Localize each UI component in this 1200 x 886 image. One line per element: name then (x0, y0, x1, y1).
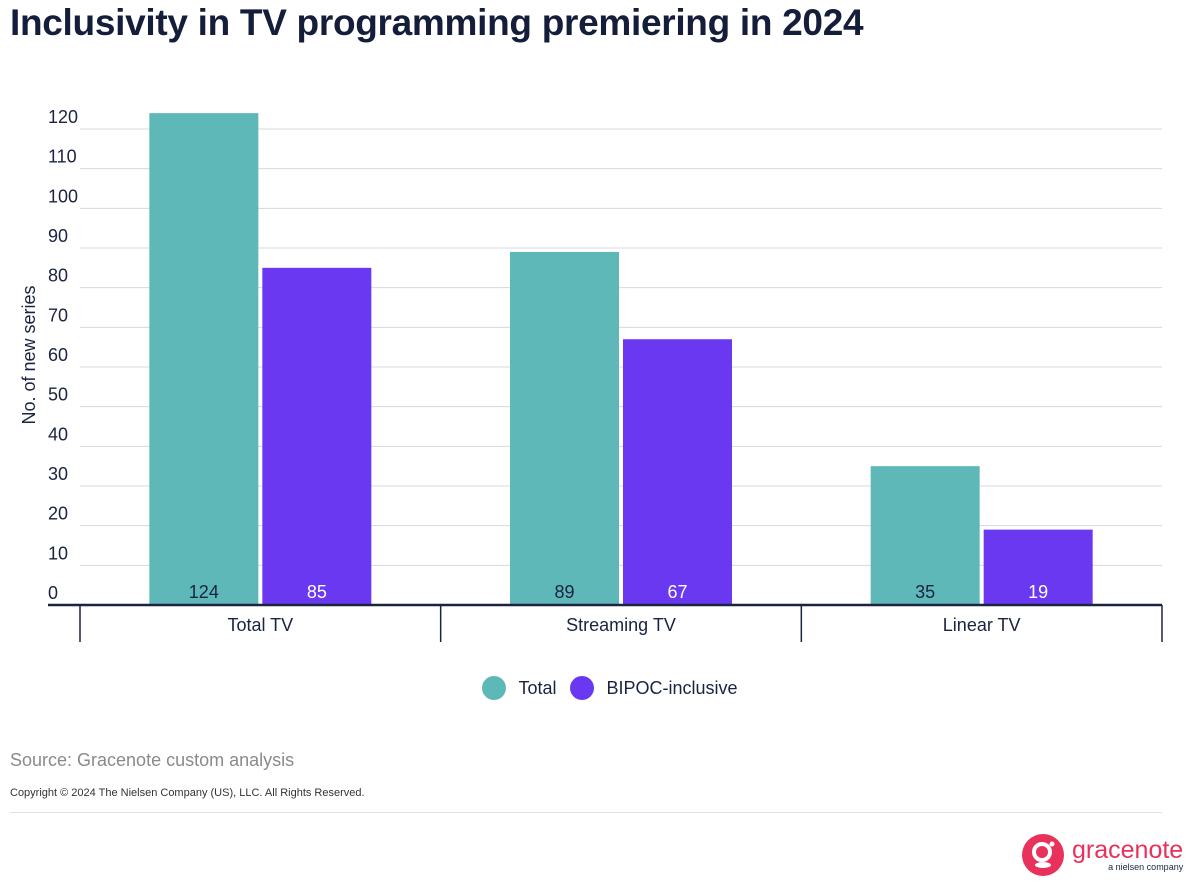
legend: Total BIPOC-inclusive (0, 676, 1200, 700)
legend-swatch-bipoc (570, 676, 595, 700)
gracenote-logo-icon (1022, 834, 1064, 876)
bar-total-0 (149, 113, 259, 605)
data-label: 19 (1028, 582, 1048, 602)
legend-label-total: Total (518, 677, 557, 698)
data-label: 85 (307, 582, 327, 602)
bar-total-2 (870, 466, 980, 605)
legend-swatch-total (482, 676, 507, 700)
legend-item-bipoc: BIPOC-inclusive (570, 676, 738, 700)
data-label: 89 (554, 582, 574, 602)
logo-subtitle: a nielsen company (1108, 862, 1184, 872)
y-tick-label: 10 (48, 543, 68, 563)
y-tick-label: 0 (48, 583, 58, 603)
y-tick-label: 120 (48, 107, 78, 127)
legend-label-bipoc: BIPOC-inclusive (606, 677, 738, 698)
chart-title: Inclusivity in TV programming premiering… (10, 2, 864, 43)
y-tick-label: 110 (48, 147, 77, 167)
bar-total-1 (510, 251, 619, 605)
y-axis-label: No. of new series (19, 285, 39, 424)
bar-chart: 0 10 20 30 40 50 60 70 80 90 100 110 120 No. of new s… (19, 107, 1163, 642)
y-tick-label: 40 (48, 424, 68, 444)
bar-bipoc-inclusive-1 (623, 339, 732, 605)
x-tick-label: Linear TV (943, 615, 1021, 635)
y-tick-label: 100 (48, 186, 78, 206)
bar-bipoc-inclusive-0 (262, 267, 372, 605)
divider (10, 812, 1162, 813)
gracenote-logo: gracenote a nielsen company (1022, 834, 1183, 876)
y-tick-label: 60 (48, 345, 68, 365)
data-label: 124 (189, 582, 219, 602)
copyright: Copyright © 2024 The Nielsen Company (US… (10, 787, 365, 799)
data-label: 67 (667, 582, 687, 602)
source-note: Source: Gracenote custom analysis (10, 750, 295, 770)
x-tick-label: Total TV (227, 615, 293, 635)
y-tick-label: 80 (48, 266, 68, 286)
bar-bipoc-inclusive-2 (983, 529, 1093, 605)
y-tick-label: 30 (48, 464, 68, 484)
legend-item-total: Total (482, 676, 556, 700)
y-tick-label: 50 (48, 385, 68, 405)
data-label: 35 (915, 582, 935, 602)
x-tick-label: Streaming TV (566, 615, 676, 635)
y-tick-label: 90 (48, 226, 68, 246)
logo-wordmark: gracenote (1072, 836, 1184, 864)
y-tick-label: 20 (48, 504, 68, 524)
y-tick-label: 70 (48, 305, 68, 325)
